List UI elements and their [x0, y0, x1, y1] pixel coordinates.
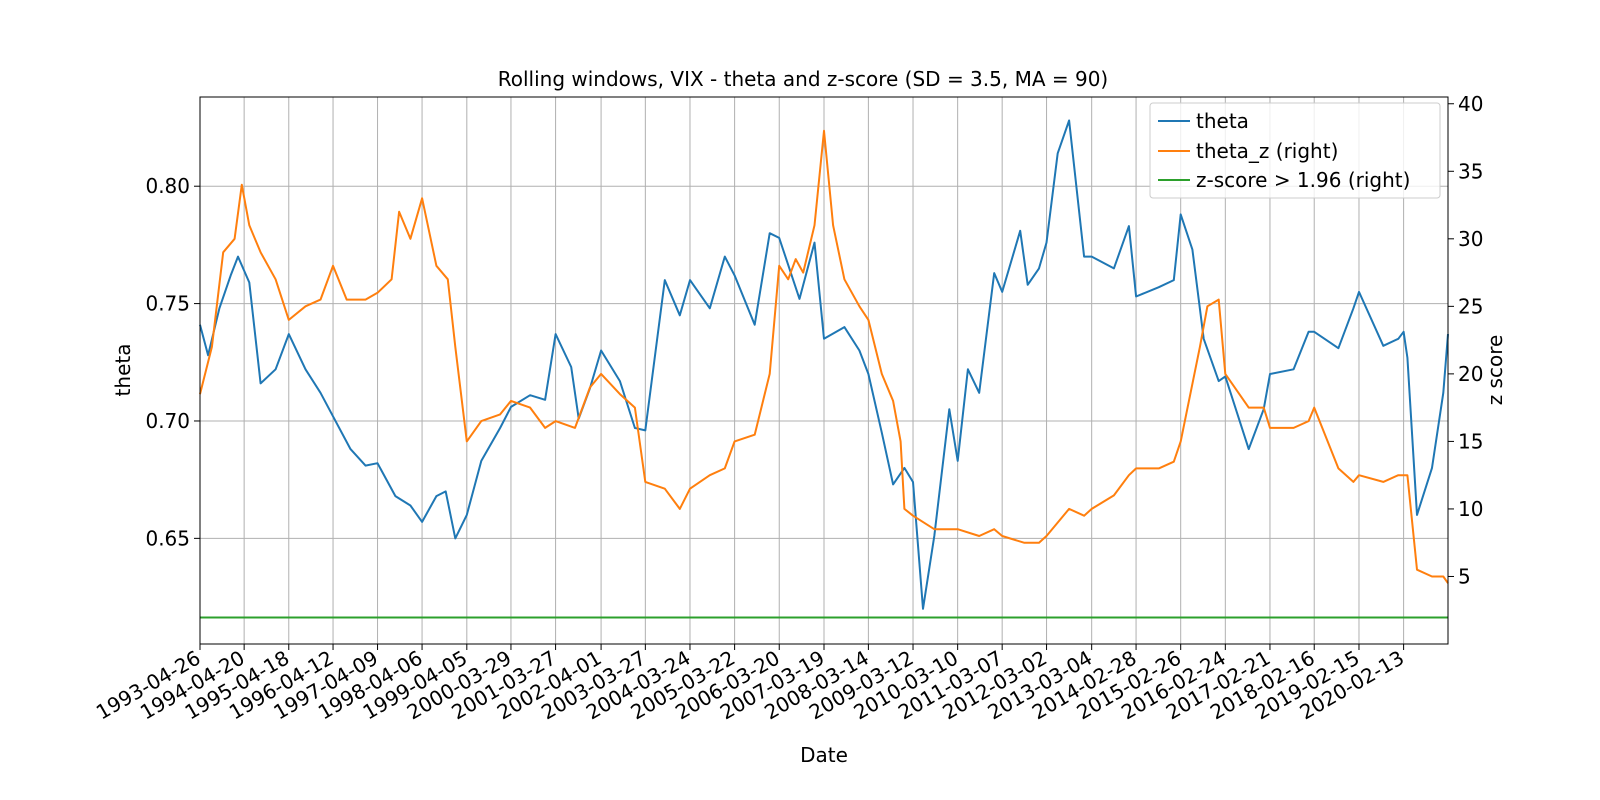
- y-tick-label-right: 10: [1458, 497, 1483, 521]
- legend-label-theta: theta: [1196, 109, 1249, 133]
- y-tick-label-right: 15: [1458, 429, 1483, 453]
- y-tick-label-right: 25: [1458, 294, 1483, 318]
- series-line-theta-z: [199, 129, 1449, 584]
- chart-title: Rolling windows, VIX - theta and z-score…: [498, 67, 1109, 91]
- y-axis-title-left: theta: [111, 344, 135, 397]
- y-tick-label-left: 0.75: [145, 292, 190, 316]
- y-axis-right: 5 10 15 20 25 30 35 40: [1448, 92, 1483, 588]
- y-tick-label-right: 30: [1458, 227, 1483, 251]
- legend: theta theta_z (right) z-score > 1.96 (ri…: [1149, 102, 1441, 199]
- y-tick-label-right: 20: [1458, 362, 1483, 386]
- y-axis-title-right: z score: [1483, 335, 1507, 406]
- y-axis-left: 0.65 0.70 0.75 0.80: [145, 174, 200, 550]
- legend-label-theta-z: theta_z (right): [1196, 139, 1338, 163]
- y-tick-label-left: 0.65: [145, 526, 190, 550]
- plot-series: [199, 119, 1449, 619]
- x-axis-title: Date: [800, 743, 848, 767]
- y-tick-label-left: 0.80: [145, 174, 190, 198]
- y-tick-label-right: 40: [1458, 92, 1483, 116]
- y-tick-label-right: 35: [1458, 159, 1483, 183]
- legend-box: [1149, 102, 1441, 199]
- x-axis: 1993-04-261994-04-201995-04-181996-04-12…: [92, 644, 1408, 724]
- legend-label-threshold: z-score > 1.96 (right): [1196, 168, 1410, 192]
- y-tick-label-right: 5: [1458, 564, 1471, 588]
- series-line-theta: [199, 119, 1449, 610]
- y-tick-label-left: 0.70: [145, 409, 190, 433]
- grid: [199, 97, 1448, 644]
